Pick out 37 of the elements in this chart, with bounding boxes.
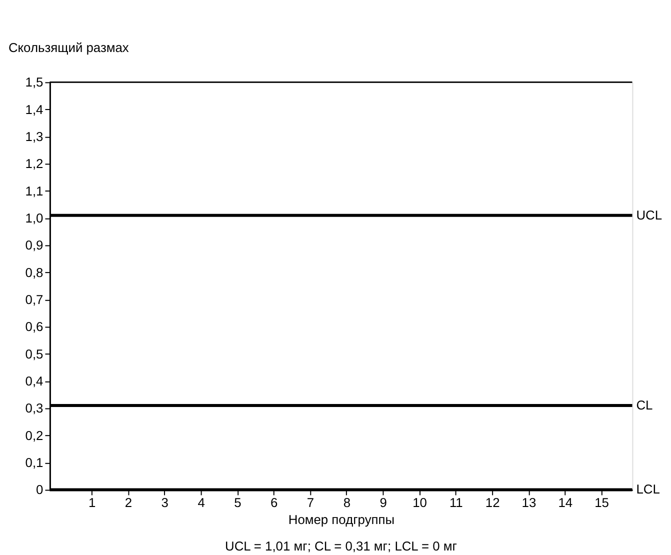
x-tick-label: 14 [558,495,573,510]
x-tick-label: 4 [198,495,205,510]
y-tick-label: 1,2 [25,156,44,172]
y-tick-label: 1,1 [25,183,44,198]
x-tick-label: 2 [124,495,132,510]
x-tick-label: 1 [88,495,96,510]
y-tick-label: 1,3 [25,129,44,144]
y-tick-label: 0,7 [25,292,44,308]
x-tick-label: 12 [485,495,500,510]
ref-line-label: LCL [636,482,660,497]
y-tick-label: 1,4 [25,102,44,117]
x-tick-label: 6 [270,495,278,510]
x-tick-label: 11 [449,495,463,510]
x-tick-label: 15 [594,495,609,510]
y-axis-title: Скользящий размах [8,40,130,55]
text: UCL = 1,01 мг; CL = 0,31 мг; LCL = 0 мг [224,538,458,554]
y-tick-label: 0,6 [25,319,44,334]
y-tick-label: 0,8 [25,264,44,280]
x-tick-label: 5 [234,495,242,510]
ref-line-label: CL [636,398,653,413]
x-tick-label: 8 [343,495,351,510]
y-tick-label: 0 [36,482,44,498]
x-tick-label: 10 [412,495,427,510]
x-tick-label: 9 [380,495,387,510]
y-tick-label: 0,9 [25,238,44,253]
x-tick-label: 3 [161,495,168,510]
x-axis-title: Номер подгруппы [288,512,395,528]
y-tick-label: 1,0 [25,210,44,226]
x-tick-label: 13 [522,495,536,510]
y-tick-label: 0,5 [25,346,44,362]
y-tick-label: 0,1 [25,455,44,470]
ref-line-label: UCL [636,207,662,222]
y-tick-label: 0,3 [25,400,44,416]
x-tick-label: 7 [306,495,314,510]
y-tick-label: 1,5 [25,74,44,90]
y-tick-label: 0,4 [25,374,44,389]
y-tick-label: 0,2 [25,428,44,443]
